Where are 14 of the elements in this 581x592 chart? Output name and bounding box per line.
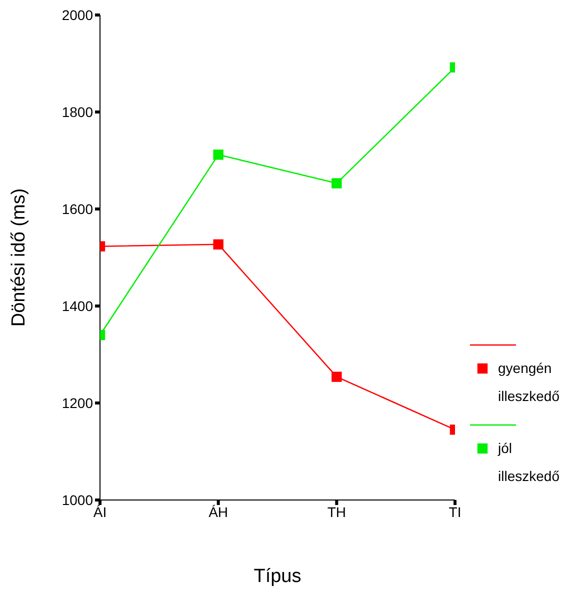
x-tick-label: TI: [448, 504, 462, 520]
y-tick-label: 1000: [62, 492, 94, 508]
y-tick-label: 1200: [62, 394, 94, 411]
x-axis-title: Típus: [254, 566, 302, 587]
y-tick-label: 1800: [62, 104, 94, 120]
legend-label: gyengén illeszkedő: [498, 359, 560, 406]
y-tick-label: 1600: [62, 200, 94, 217]
y-tick-label: 2000: [62, 6, 94, 23]
y-axis-title: Döntési idő (ms): [8, 188, 30, 327]
x-tick-label: TH: [327, 504, 346, 520]
x-tick-label: ÁI: [93, 504, 107, 520]
x-tick-label: ÁH: [208, 504, 228, 520]
y-tick-label: 1400: [62, 298, 94, 314]
legend-label: jól illeszkedő: [498, 439, 560, 486]
